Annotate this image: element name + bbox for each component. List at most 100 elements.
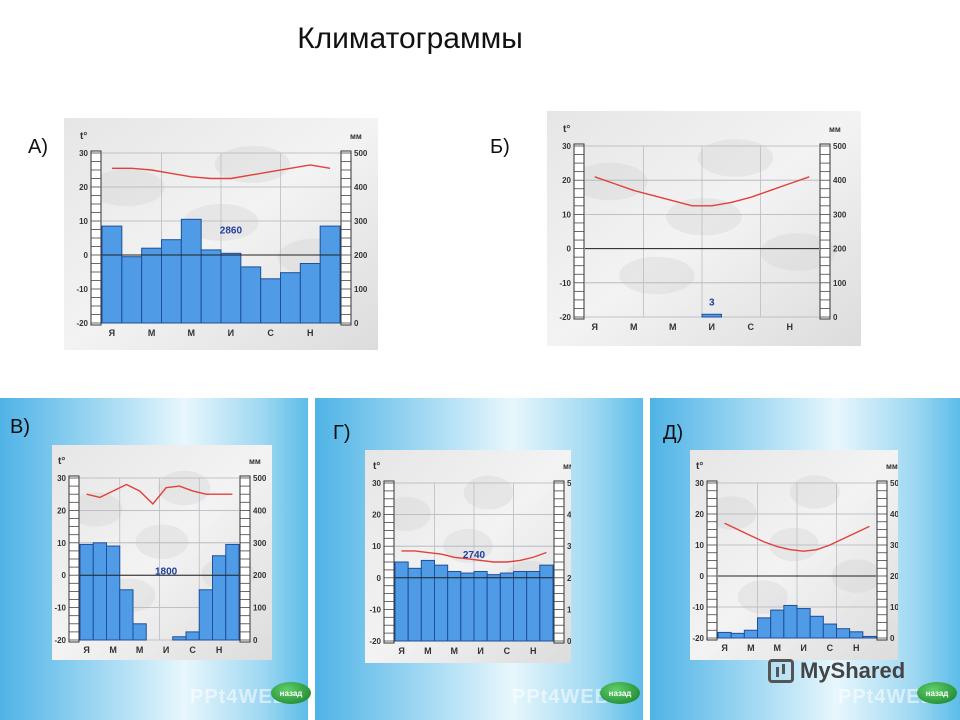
temperature-tick-label: 0 — [377, 574, 382, 583]
temperature-tick-label: -10 — [76, 285, 88, 294]
precipitation-tick-label: 100 — [833, 279, 847, 288]
back-button-d[interactable]: назад — [917, 682, 957, 704]
precipitation-tick-label: 100 — [354, 285, 368, 294]
month-label: И — [800, 643, 806, 653]
texture-blot — [666, 197, 742, 236]
month-label: Я — [398, 646, 404, 656]
presentation-icon — [768, 659, 794, 683]
precipitation-bar — [172, 636, 187, 641]
annual-precipitation-total: 3 — [709, 298, 715, 309]
precipitation-axis-label: мм — [249, 457, 261, 466]
temperature-tick-label: 10 — [372, 542, 381, 551]
chart-background — [547, 111, 861, 346]
temperature-tick-label: 0 — [700, 572, 705, 581]
temperature-axis-label: t° — [58, 456, 65, 467]
month-label: М — [148, 328, 156, 338]
temperature-line — [594, 176, 810, 207]
month-label: М — [747, 643, 755, 653]
back-button-v[interactable]: назад — [271, 682, 311, 704]
label-a: А) — [28, 136, 48, 158]
precipitation-bar — [499, 572, 514, 642]
temperature-tick-label: 30 — [695, 479, 704, 488]
temperature-tick-label: -20 — [692, 634, 704, 643]
precipitation-tick-label: 100 — [890, 603, 898, 612]
precipitation-bar — [161, 239, 182, 324]
temperature-tick-label: 20 — [695, 510, 704, 519]
precipitation-tick-label: 500 — [567, 479, 571, 488]
month-label: С — [267, 328, 274, 338]
precipitation-tick-label: 200 — [354, 251, 368, 260]
temperature-tick-label: 30 — [57, 474, 66, 483]
precipitation-bar — [106, 545, 121, 641]
precipitation-tick-label: 100 — [253, 604, 267, 613]
precipitation-tick-label: 0 — [354, 319, 359, 328]
watermark-d: PPt4WEB — [838, 686, 937, 708]
month-label: Н — [853, 643, 860, 653]
temperature-tick-label: -20 — [54, 636, 66, 645]
month-label: И — [709, 322, 715, 332]
precipitation-tick-label: 500 — [833, 142, 847, 151]
precipitation-bar — [783, 604, 798, 639]
temperature-tick-label: -20 — [559, 313, 571, 322]
precipitation-bar — [121, 256, 143, 324]
precipitation-bar — [92, 542, 107, 641]
temperature-axis-label: t° — [563, 124, 570, 135]
climatogram-g: 3020100-10-205004003002001000t°ммЯММИСН2… — [365, 450, 571, 663]
precipitation-tick-label: 0 — [567, 637, 571, 646]
precipitation-bar — [862, 635, 877, 639]
precipitation-bar — [420, 559, 435, 642]
precipitation-bar — [132, 623, 147, 641]
precipitation-axis-label: мм — [829, 125, 841, 134]
temperature-tick-label: -10 — [692, 603, 704, 612]
precipitation-bar — [836, 628, 851, 639]
texture-blot — [619, 256, 695, 295]
precipitation-bar — [101, 225, 123, 324]
temperature-tick-label: 30 — [79, 149, 88, 158]
precipitation-tick-label: 400 — [890, 510, 898, 519]
month-label: Я — [592, 322, 598, 332]
temperature-tick-label: 10 — [79, 217, 88, 226]
month-label: С — [748, 322, 755, 332]
label-d: Д) — [663, 422, 684, 444]
precipitation-bar — [526, 570, 541, 642]
precipitation-bar — [198, 589, 213, 641]
month-label: Я — [83, 645, 89, 655]
temperature-tick-label: 30 — [372, 479, 381, 488]
texture-blot — [89, 169, 165, 207]
precipitation-tick-label: 300 — [253, 539, 267, 548]
precipitation-bar — [757, 617, 772, 639]
texture-blot — [706, 496, 757, 530]
month-label: М — [630, 322, 638, 332]
back-button-g[interactable]: назад — [600, 682, 640, 704]
month-label: М — [424, 646, 432, 656]
texture-blot — [135, 524, 189, 559]
temperature-tick-label: -20 — [76, 319, 88, 328]
month-label: М — [109, 645, 117, 655]
watermark-v: PPt4WEB — [190, 686, 289, 708]
precipitation-bar — [743, 629, 758, 639]
precipitation-bar — [299, 263, 321, 324]
precipitation-tick-label: 400 — [567, 511, 571, 520]
precipitation-tick-label: 400 — [354, 183, 368, 192]
climatogram-v: 30 20 10 0 -10 -20 500 400 300 200 100 0 t° мм Я М М И С Н 1… — [52, 445, 272, 660]
month-label: И — [163, 645, 169, 655]
precipitation-tick-label: 300 — [833, 210, 847, 219]
label-v: В) — [10, 416, 30, 438]
temperature-tick-label: 20 — [562, 176, 571, 185]
temperature-tick-label: 20 — [372, 511, 381, 520]
precipitation-bar — [185, 631, 200, 641]
temperature-tick-label: 20 — [79, 183, 88, 192]
temperature-tick-label: 0 — [62, 571, 67, 580]
temperature-tick-label: 10 — [57, 539, 66, 548]
precipitation-tick-label: 200 — [567, 574, 571, 583]
precipitation-tick-label: 300 — [567, 542, 571, 551]
precipitation-tick-label: 500 — [354, 149, 368, 158]
precipitation-tick-label: 100 — [567, 605, 571, 614]
month-label: Н — [216, 645, 223, 655]
temperature-tick-label: -20 — [369, 637, 381, 646]
temperature-tick-label: 0 — [567, 245, 572, 254]
